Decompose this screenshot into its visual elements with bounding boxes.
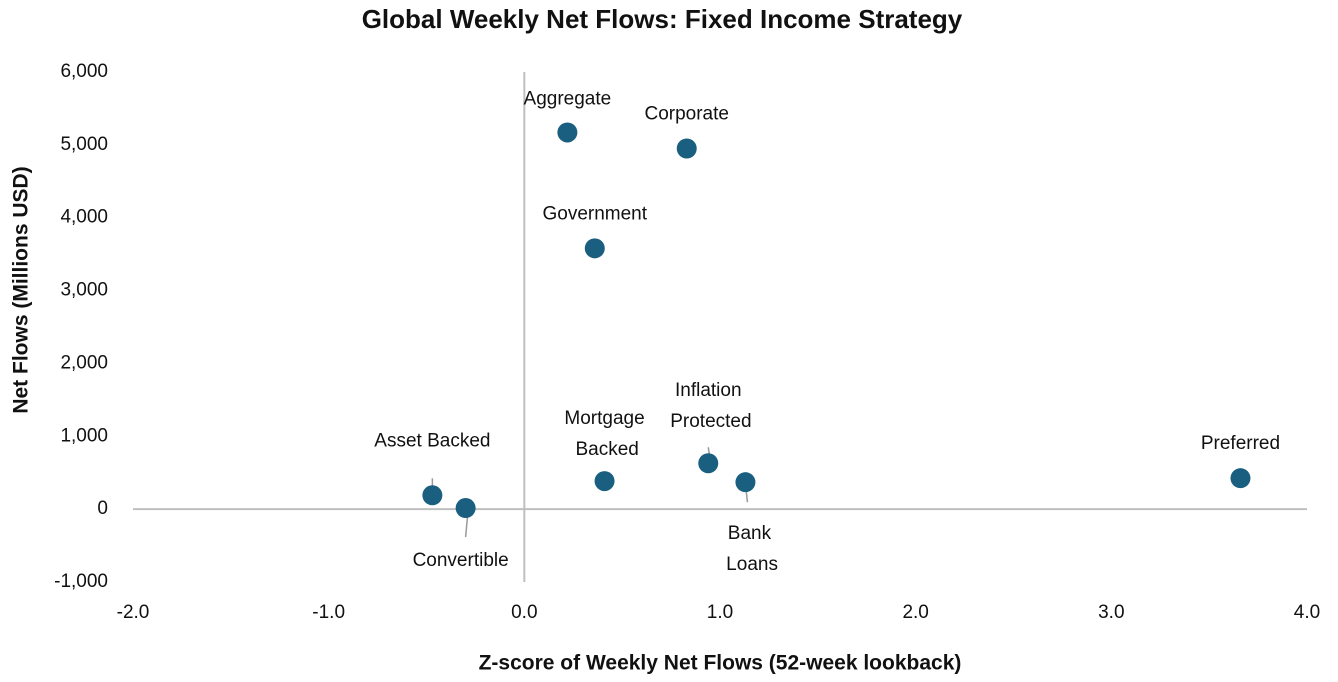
point-label: Government xyxy=(542,203,647,224)
label-line: Mortgage xyxy=(564,408,644,429)
leader-line xyxy=(464,514,469,538)
point xyxy=(594,471,615,492)
y-axis-title: Net Flows (Millions USD) xyxy=(10,166,33,413)
y-tick-label: 0 xyxy=(97,498,108,519)
point xyxy=(1230,468,1251,489)
point xyxy=(698,453,719,474)
y-tick-label: 4,000 xyxy=(60,207,108,228)
label-line: Protected xyxy=(665,411,752,432)
label-line: Loans xyxy=(721,554,778,575)
point xyxy=(455,498,476,519)
label-line: Backed xyxy=(570,439,639,460)
point-label: Aggregate xyxy=(524,88,612,109)
y-tick-label: 2,000 xyxy=(60,352,108,373)
point-label: Inflation Protected xyxy=(665,380,752,432)
point-label: Mortgage Backed xyxy=(564,408,644,460)
y-tick-label: -1,000 xyxy=(54,571,108,592)
x-tick-label: 3.0 xyxy=(1098,602,1124,623)
x-tick-label: 4.0 xyxy=(1294,602,1320,623)
x-tick-label: 2.0 xyxy=(902,602,928,623)
point xyxy=(584,238,605,259)
point xyxy=(557,122,578,143)
x-axis-title: Z-score of Weekly Net Flows (52-week loo… xyxy=(479,652,962,675)
point xyxy=(676,138,697,159)
point-label: Asset Backed xyxy=(374,430,490,451)
chart-title: Global Weekly Net Flows: Fixed Income St… xyxy=(362,4,963,34)
y-tick-label: 3,000 xyxy=(60,280,108,301)
label-line: Inflation xyxy=(675,380,742,401)
point-label: Convertible xyxy=(413,550,509,571)
y-tick-label: 5,000 xyxy=(60,134,108,155)
y-tick-label: 6,000 xyxy=(60,61,108,82)
label-line: Bank xyxy=(728,523,772,544)
point-label: Corporate xyxy=(644,104,729,125)
point xyxy=(422,485,443,506)
point-label: Preferred xyxy=(1201,433,1280,454)
point-label: Bank Loans xyxy=(721,523,778,575)
x-tick-label: 1.0 xyxy=(707,602,733,623)
x-tick-label: -2.0 xyxy=(117,602,150,623)
point xyxy=(735,472,756,493)
x-tick-label: -1.0 xyxy=(312,602,345,623)
x-tick-label: 0.0 xyxy=(511,602,537,623)
y-tick-label: 1,000 xyxy=(60,425,108,446)
